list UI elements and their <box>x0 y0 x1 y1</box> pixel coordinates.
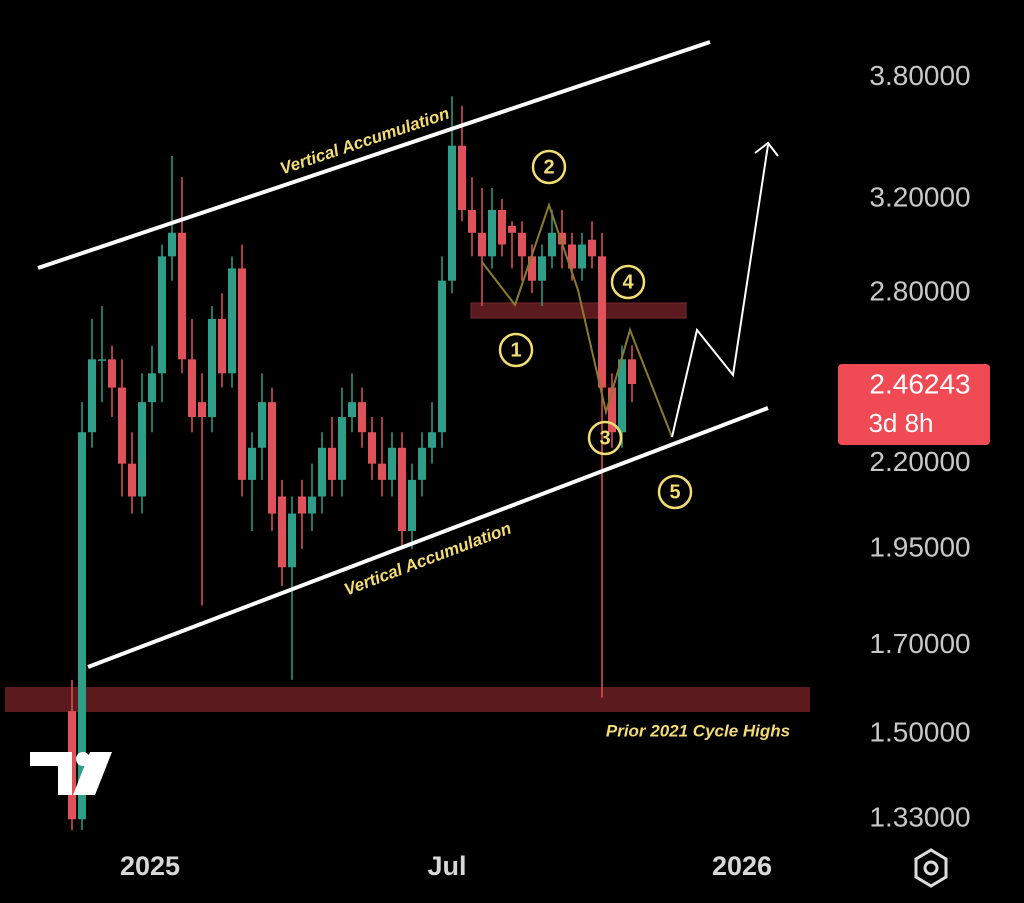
candle-body <box>198 402 206 418</box>
candle-body <box>588 239 596 257</box>
candle-body <box>188 359 196 418</box>
candle-body <box>338 417 346 480</box>
price-label-box <box>838 364 990 445</box>
y-tick-label: 1.50000 <box>869 717 970 748</box>
wave-path <box>481 201 673 438</box>
candle-body <box>488 209 496 257</box>
projection-arrowhead <box>754 141 779 157</box>
candle-body <box>268 402 276 514</box>
y-tick-label: 2.80000 <box>869 276 970 307</box>
candle-body <box>408 479 416 531</box>
candle-body <box>98 359 106 361</box>
candle-body <box>388 447 396 480</box>
candle-body <box>258 402 266 448</box>
candle-body <box>468 209 476 233</box>
candle-body <box>448 145 456 281</box>
candle-body <box>528 256 536 281</box>
channel-upper <box>37 40 711 270</box>
wave-label: 3 <box>599 427 610 449</box>
wave-circle <box>587 420 623 456</box>
candle-body <box>608 387 616 433</box>
candle-body <box>88 359 96 433</box>
x-tick-label: 2026 <box>712 851 772 881</box>
projection-path <box>671 144 769 438</box>
candle-body <box>158 256 166 374</box>
y-tick-label: 3.20000 <box>869 181 970 212</box>
wave-circle <box>498 332 534 368</box>
wave-label: 4 <box>622 271 634 293</box>
y-tick-label: 1.70000 <box>869 628 970 659</box>
candle-body <box>478 232 486 257</box>
settings-icon[interactable] <box>914 848 948 888</box>
candle-body <box>438 280 446 433</box>
candle-body <box>108 359 116 388</box>
candle-body <box>518 232 526 257</box>
candle-body <box>228 268 236 374</box>
candle-body <box>78 432 86 820</box>
candle-body <box>428 432 436 448</box>
wave-circle <box>531 149 567 185</box>
candle-body <box>128 463 136 497</box>
candle-body <box>418 447 426 480</box>
countdown: 3d 8h <box>868 408 933 438</box>
last-price: 2.46243 <box>869 368 970 399</box>
candle-body <box>628 359 636 385</box>
candle-body <box>458 145 466 210</box>
candle-body <box>558 232 566 245</box>
candle-body <box>508 225 516 233</box>
candle-body <box>148 373 156 403</box>
candle-body <box>248 447 256 480</box>
candle-body <box>238 268 246 480</box>
candle-body <box>178 232 186 360</box>
candle-body <box>118 387 126 464</box>
y-tick-label: 2.20000 <box>869 446 970 477</box>
candle-body <box>378 463 386 480</box>
candle-body <box>578 244 586 269</box>
candle-body <box>308 496 316 514</box>
candle-body <box>168 232 176 257</box>
candle-body <box>208 318 216 418</box>
y-tick-label: 3.80000 <box>869 60 970 91</box>
wave-label: 5 <box>669 481 680 503</box>
candle-body <box>298 496 306 514</box>
annotation: Prior 2021 Cycle Highs <box>606 721 790 740</box>
candle-body <box>398 447 406 531</box>
wave-circle <box>657 474 693 510</box>
candle-body <box>618 359 626 433</box>
candle-body <box>288 513 296 568</box>
candle-body <box>138 402 146 497</box>
candle-body <box>328 447 336 480</box>
logo <box>30 752 112 795</box>
candle-body <box>548 232 556 257</box>
candle-body <box>218 318 226 374</box>
candle-body <box>358 402 366 433</box>
candle-body <box>278 496 286 568</box>
y-tick-label: 1.95000 <box>869 531 970 562</box>
candle-body <box>538 256 546 281</box>
x-tick-label: 2025 <box>120 851 180 881</box>
wave-label: 2 <box>543 156 554 178</box>
wave-circle <box>610 264 646 300</box>
y-tick-label: 1.33000 <box>869 802 970 833</box>
candle-body <box>368 432 376 464</box>
candle-body <box>348 402 356 418</box>
candle-body <box>318 447 326 497</box>
channel-lower <box>87 406 769 669</box>
candle-body <box>568 244 576 269</box>
support-zone <box>5 687 810 712</box>
resistance-zone <box>470 302 687 319</box>
wave-label: 1 <box>510 339 521 361</box>
candle-body <box>598 256 606 388</box>
x-tick-label: Jul <box>427 851 466 881</box>
candle-body <box>498 209 506 245</box>
